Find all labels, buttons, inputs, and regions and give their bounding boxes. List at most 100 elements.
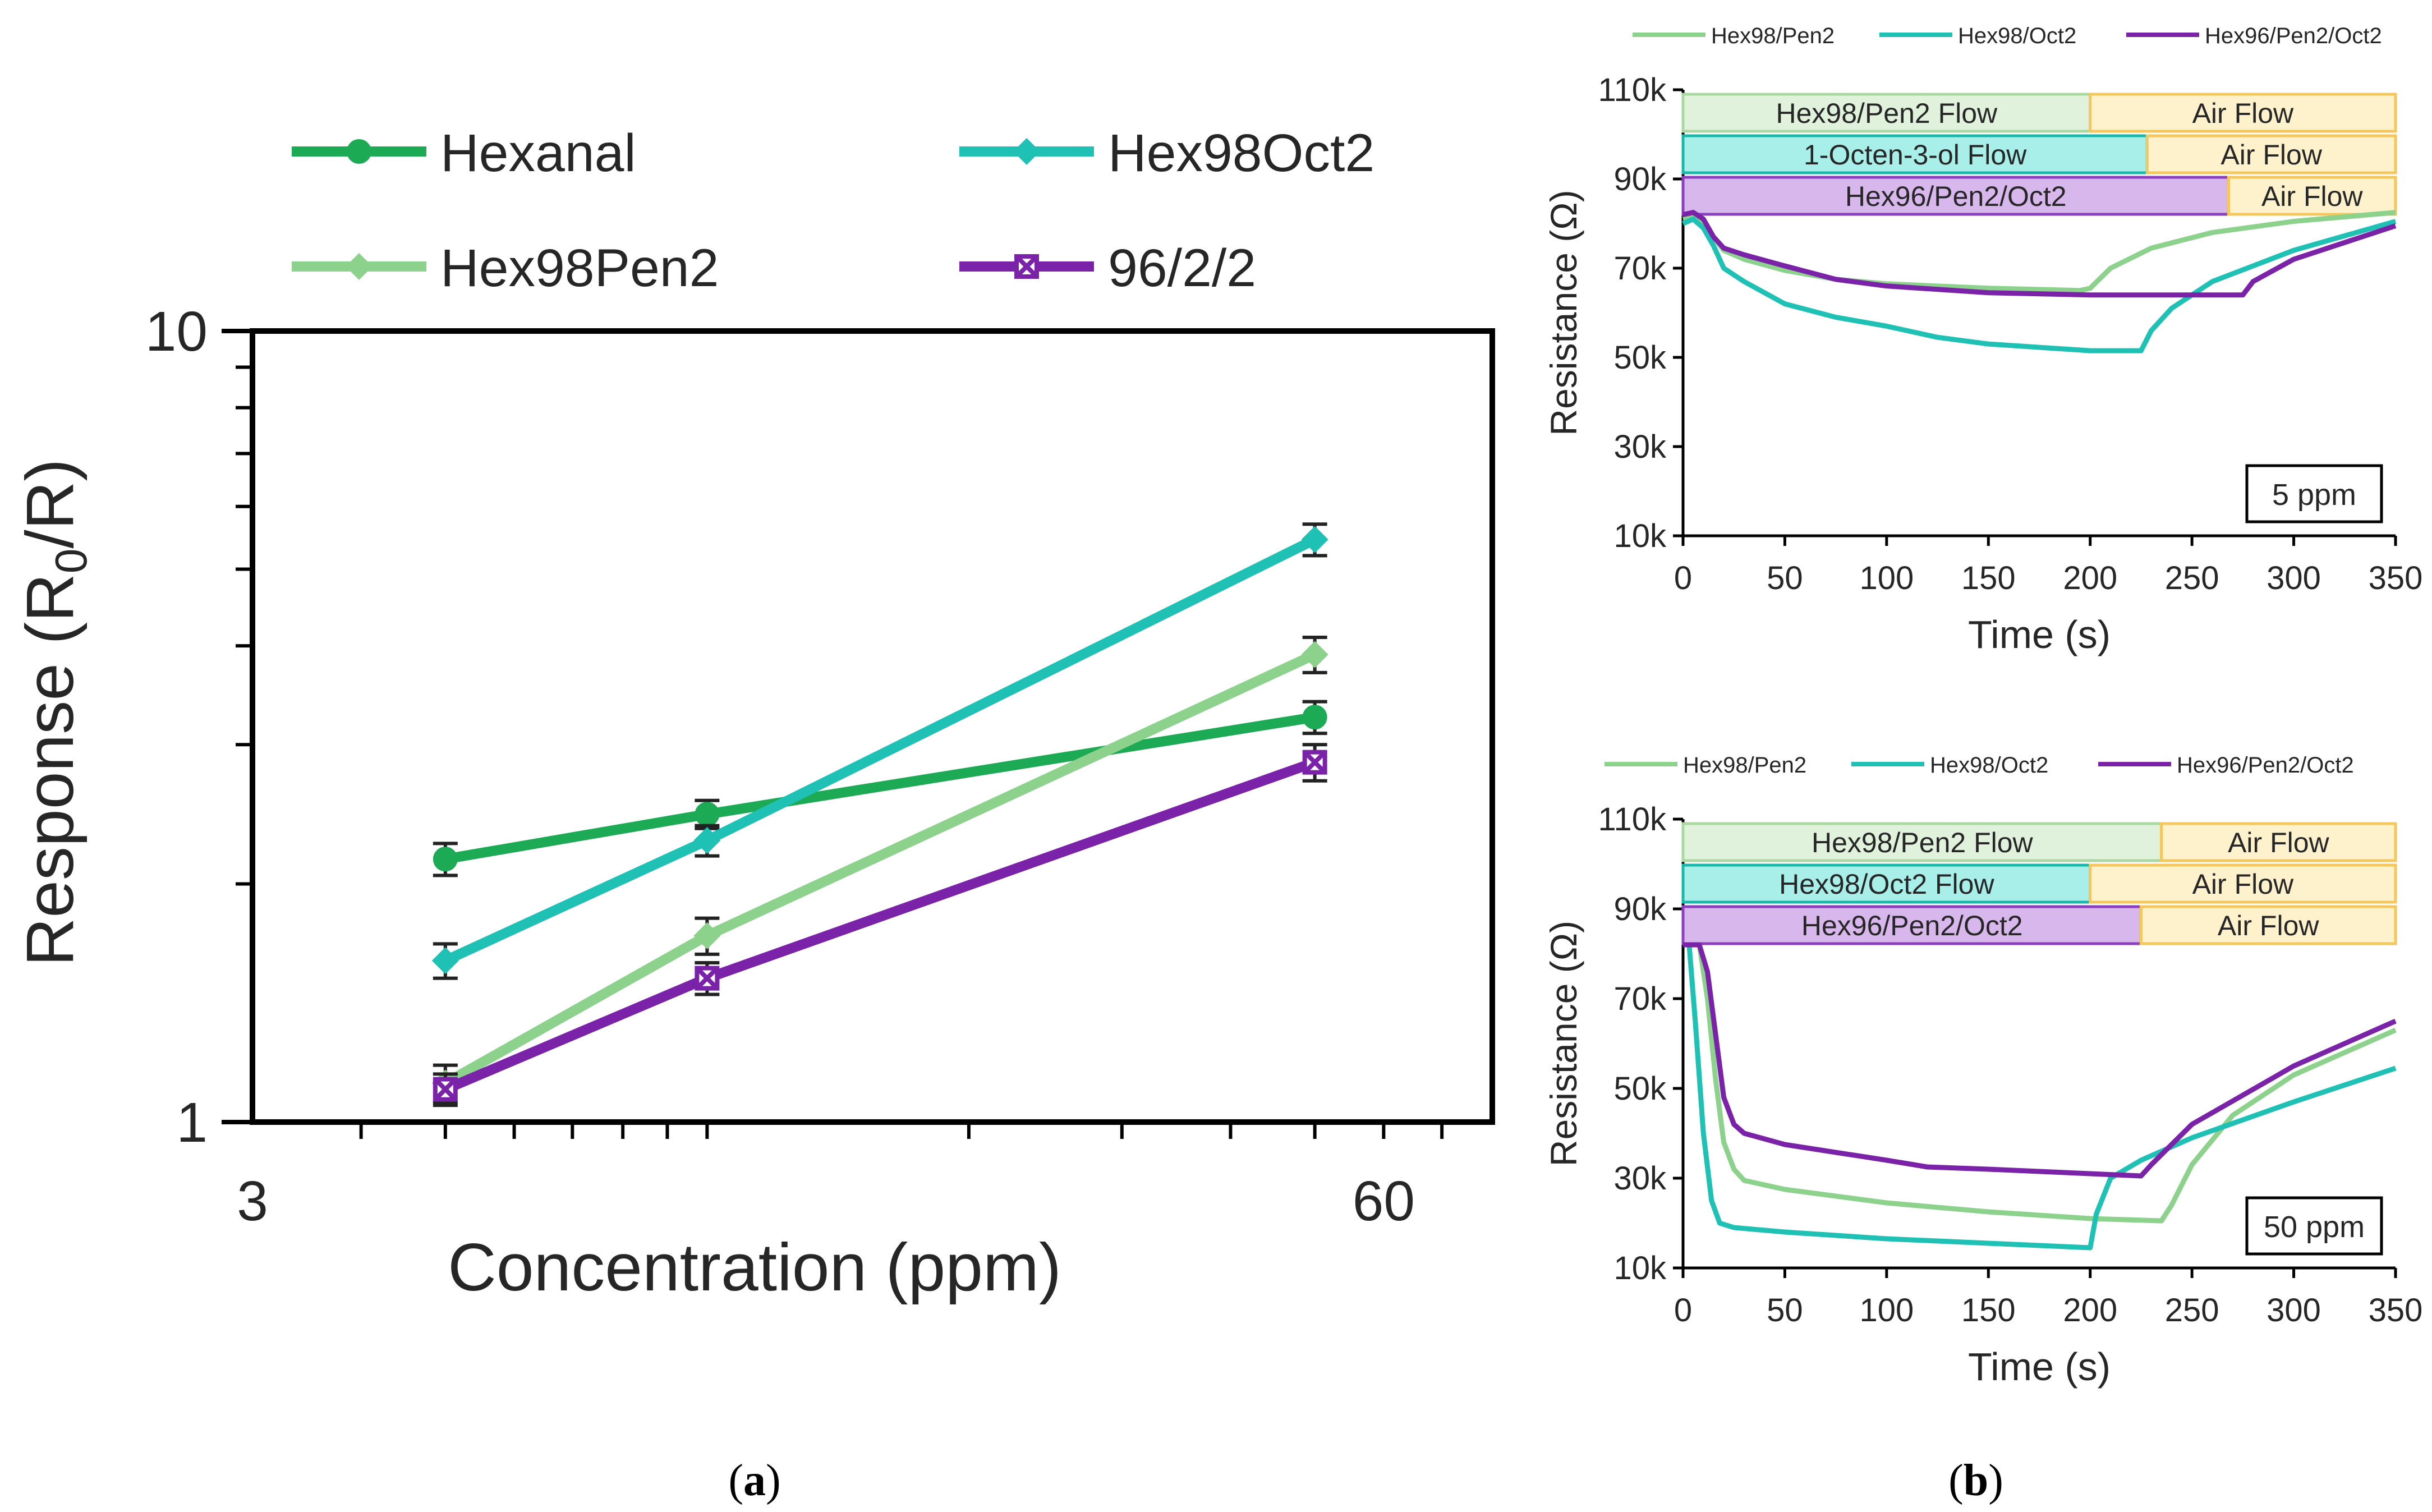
panel-b-top: Hex98/Pen2 Hex98/Oct2 Hex96/Pen2/Oct2 10k 30… (1543, 24, 2422, 656)
flow-bar-label-b: Hex98/Pen2 Flow (1776, 98, 1998, 129)
flow-bar-label-b: Hex98/Oct2 Flow (1779, 868, 1994, 900)
y-tick-label-b: 110k (1598, 801, 1667, 838)
air-flow-bar-b (2139, 905, 2397, 945)
data-point-a (1301, 641, 1328, 668)
caption-b: (b) (1948, 1456, 2003, 1505)
series-line-b (1683, 942, 2397, 1251)
y-tick-label-b: 10k (1613, 518, 1667, 554)
legend-marker-a (347, 139, 371, 164)
legend-item-a: 96/2/2 (959, 238, 1256, 298)
legend-marker-a (346, 253, 373, 280)
data-point-a (433, 847, 458, 872)
legend-marker-a-x2 (1015, 255, 1038, 278)
air-flow-label-b: Air Flow (2220, 139, 2322, 171)
annotation-label-b: 50 ppm (2264, 1210, 2365, 1244)
legend-item-a: Hex98Pen2 (292, 238, 719, 298)
x-axis-label-b: Time (s) (1968, 1345, 2111, 1389)
legend-item-b: Hex96/Pen2/Oct2 (2126, 24, 2382, 48)
x-tick-label-b: 150 (1961, 560, 2016, 596)
data-point-a (431, 947, 459, 975)
air-flow-label-b: Air Flow (2218, 910, 2319, 941)
x-tick-label-b: 0 (1674, 1292, 1692, 1329)
panel-a: Hexanal Hex98Oct2 Hex98Pen2 96/2/2 3 60 1 10 C… (12, 123, 1495, 1505)
y-tick-label-b: 70k (1613, 981, 1667, 1017)
x-tick-label-b: 200 (2063, 560, 2117, 596)
x-tick-label-b: 200 (2063, 1292, 2117, 1329)
data-point-a (1302, 705, 1327, 730)
series-line-b (1682, 217, 2397, 353)
legend-marker-a (1014, 254, 1039, 279)
data-point-a (695, 966, 720, 991)
legend-a: Hexanal Hex98Oct2 Hex98Pen2 96/2/2 (292, 123, 1374, 298)
y-axis-label-b: Resistance (Ω) (1543, 921, 1584, 1166)
x-tick-label-b: 350 (2369, 560, 2423, 596)
y-tick-label-b: 90k (1613, 891, 1667, 927)
y-tick-label-b: 30k (1613, 429, 1667, 465)
data-point-a (1302, 750, 1327, 775)
legend-label-b: Hex98/Pen2 (1711, 24, 1835, 48)
y-axis-label-a: Response (R0/R) (12, 459, 96, 967)
y-tick-label-b: 70k (1613, 250, 1667, 287)
x-tick-label-b: 50 (1767, 1292, 1803, 1329)
legend-item-b: Hex98/Oct2 (1851, 753, 2048, 778)
legend-label-b: Hex98/Pen2 (1683, 753, 1806, 778)
flow-bar-label-b: Hex98/Pen2 Flow (1812, 827, 2034, 858)
series-layer-a (431, 522, 1328, 1107)
flow-bar-b (1681, 863, 2092, 904)
legend-item-b: Hex98/Oct2 (1879, 24, 2076, 48)
air-flow-bar-b (2089, 863, 2397, 904)
legend-label-b: Hex96/Pen2/Oct2 (2177, 753, 2354, 778)
legend-marker-a (1013, 138, 1040, 165)
plot-frame-a (250, 328, 1495, 1125)
series-a-96/2/2 (433, 743, 1327, 1107)
legend-label-b: Hex96/Pen2/Oct2 (2205, 24, 2382, 48)
series-line-b (1682, 210, 2397, 298)
x-tick-label-b: 300 (2267, 560, 2321, 596)
legend-label-a: Hex98Pen2 (440, 238, 719, 298)
y-tick-label-a: 1 (176, 1091, 208, 1154)
series-a-Hex98Oct2 (431, 522, 1328, 980)
data-point-a (695, 802, 720, 827)
x-tick-label-b: 150 (1961, 1292, 2016, 1329)
x-tick-label-a: 60 (1353, 1170, 1415, 1233)
flow-bar-b (1681, 93, 2092, 133)
air-flow-bar-b (2145, 134, 2397, 174)
y-axis-label-b: Resistance (Ω) (1543, 190, 1584, 435)
x-tick-label-b: 250 (2165, 560, 2219, 596)
legend-label-a: Hex98Oct2 (1108, 123, 1374, 183)
legend-item-b: Hex98/Pen2 (1633, 24, 1835, 48)
data-point-a-x2 (433, 1077, 457, 1101)
caption-a-letter: a (743, 1456, 766, 1505)
x-tick-label-b: 0 (1674, 560, 1692, 596)
y-tick-label-b: 10k (1613, 1250, 1667, 1286)
data-point-a (693, 827, 721, 854)
data-point-a-x2 (695, 966, 719, 990)
y-tick-label-b: 90k (1613, 161, 1667, 197)
x-tick-label-b: 100 (1859, 1292, 1914, 1329)
annotation-box-b (2245, 1196, 2383, 1256)
legend-label-b: Hex98/Oct2 (1958, 24, 2076, 48)
legend-label-b: Hex98/Oct2 (1930, 753, 2048, 778)
air-flow-bar-b (2160, 822, 2397, 862)
series-line-b (1683, 942, 2397, 1224)
flow-bar-label-b: Hex96/Pen2/Oct2 (1845, 181, 2067, 212)
caption-b-letter: b (1964, 1456, 1989, 1505)
x-tick-label-b: 100 (1859, 560, 1914, 596)
series-line-b (1683, 942, 2397, 1179)
flow-bar-b (1681, 905, 2143, 945)
y-axis-label-main: Response (R (12, 573, 88, 966)
y-tick-label-b: 50k (1613, 339, 1667, 376)
legend-label-a: Hexanal (440, 123, 636, 183)
data-point-a-x2 (1303, 750, 1327, 774)
legend-item-a: Hexanal (292, 123, 636, 183)
air-flow-label-b: Air Flow (2192, 868, 2294, 900)
x-axis-label-a: Concentration (ppm) (448, 1230, 1061, 1305)
legend-item-b: Hex98/Pen2 (1605, 753, 1806, 778)
y-tick-label-a: 10 (145, 300, 208, 363)
air-flow-bar-b (2089, 93, 2397, 133)
flow-bar-label-b: 1-Octen-3-ol Flow (1804, 139, 2027, 171)
y-axis-label-sub: 0 (46, 549, 96, 574)
flow-bar-label-b: Hex96/Pen2/Oct2 (1801, 910, 2023, 941)
